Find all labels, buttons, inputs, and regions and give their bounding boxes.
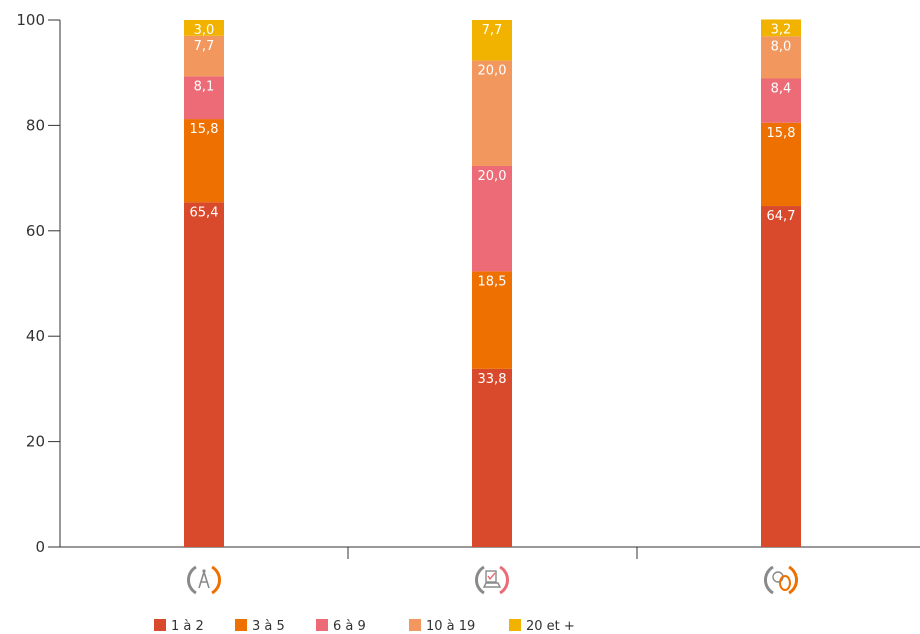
bar-data-label: 15,8	[767, 126, 796, 141]
category-icons	[186, 565, 799, 595]
bar-segment	[761, 19, 801, 37]
legend-label: 6 à 9	[333, 619, 366, 634]
bar-segment	[472, 165, 512, 272]
bar-data-label: 7,7	[482, 23, 503, 38]
bar-data-label: 65,4	[190, 205, 219, 220]
bar-data-label: 33,8	[478, 372, 507, 387]
legend-swatch	[154, 619, 166, 631]
bar-segment	[761, 122, 801, 207]
y-tick-label: 40	[26, 327, 45, 345]
y-tick-label: 60	[26, 222, 45, 240]
bar-data-label: 8,0	[771, 39, 792, 54]
legend-label: 1 à 2	[171, 619, 204, 634]
bar-data-label: 20,0	[478, 169, 507, 184]
legend-swatch	[409, 619, 421, 631]
tire-service-icon	[763, 565, 799, 595]
bar-data-label: 8,4	[771, 81, 792, 96]
bar-segment	[184, 202, 224, 548]
y-tick-label: 100	[16, 11, 45, 29]
bar-segment	[472, 271, 512, 369]
bar-data-label: 3,2	[771, 22, 792, 37]
bar-segment	[184, 119, 224, 203]
y-tick-label: 0	[35, 538, 45, 556]
bar-segment	[472, 20, 512, 61]
bar-segment	[761, 78, 801, 123]
bar-segment	[472, 60, 512, 166]
bar-data-label: 7,7	[194, 39, 215, 54]
y-tick-label: 20	[26, 433, 45, 451]
architecture-icon	[186, 565, 222, 595]
bar-data-label: 8,1	[194, 79, 215, 94]
legend-label: 3 à 5	[252, 619, 285, 634]
legend-swatch	[235, 619, 247, 631]
y-tick-label: 80	[26, 116, 45, 134]
bars: 65,415,88,17,73,033,818,520,020,07,764,7…	[184, 19, 801, 548]
vehicle-inspection-icon	[474, 565, 510, 595]
legend: 1 à 2 3 à 5 6 à 9 10 à 19 20 et +	[154, 619, 575, 634]
bar-segment	[761, 36, 801, 79]
bar-segment	[761, 206, 801, 547]
bar-data-label: 3,0	[194, 23, 215, 38]
legend-label: 10 à 19	[426, 619, 475, 634]
bar-data-label: 18,5	[478, 274, 507, 289]
bar-segment	[184, 20, 224, 36]
bar-segment	[184, 35, 224, 77]
bar-segment	[472, 368, 512, 547]
bar-data-label: 64,7	[767, 209, 796, 224]
legend-swatch	[316, 619, 328, 631]
bar-data-label: 20,0	[478, 64, 507, 79]
bar-data-label: 15,8	[190, 122, 219, 137]
legend-label: 20 et +	[526, 619, 575, 634]
bar-segment	[184, 76, 224, 120]
legend-swatch	[509, 619, 521, 631]
